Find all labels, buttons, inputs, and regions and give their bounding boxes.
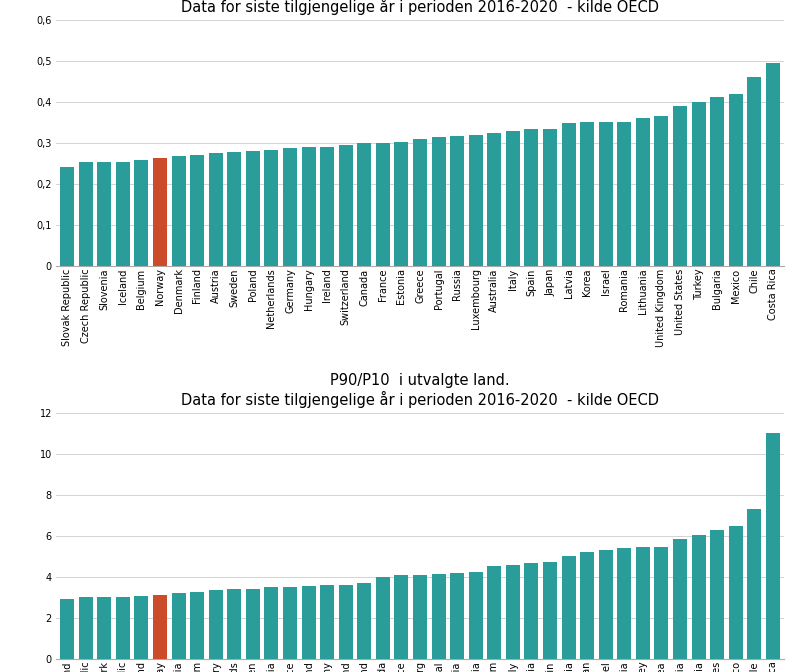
- Bar: [246, 151, 260, 265]
- Bar: [598, 122, 613, 265]
- Bar: [580, 122, 594, 265]
- Bar: [320, 585, 334, 659]
- Bar: [209, 153, 222, 265]
- Bar: [525, 563, 538, 659]
- Bar: [598, 550, 613, 659]
- Bar: [766, 63, 780, 265]
- Bar: [265, 587, 278, 659]
- Bar: [413, 575, 427, 659]
- Bar: [134, 596, 148, 659]
- Bar: [525, 130, 538, 265]
- Bar: [60, 599, 74, 659]
- Bar: [190, 155, 204, 265]
- Bar: [302, 586, 315, 659]
- Bar: [562, 556, 575, 659]
- Bar: [227, 152, 242, 265]
- Bar: [265, 151, 278, 265]
- Bar: [432, 574, 446, 659]
- Bar: [636, 118, 650, 265]
- Bar: [543, 129, 557, 265]
- Bar: [376, 577, 390, 659]
- Bar: [283, 149, 297, 265]
- Bar: [543, 562, 557, 659]
- Bar: [506, 130, 520, 265]
- Bar: [692, 535, 706, 659]
- Bar: [710, 97, 724, 265]
- Bar: [506, 565, 520, 659]
- Bar: [766, 433, 780, 659]
- Bar: [469, 572, 482, 659]
- Bar: [98, 597, 111, 659]
- Bar: [283, 587, 297, 659]
- Bar: [729, 94, 742, 265]
- Bar: [580, 552, 594, 659]
- Bar: [562, 123, 575, 265]
- Bar: [302, 147, 315, 265]
- Bar: [692, 102, 706, 265]
- Bar: [487, 132, 502, 265]
- Bar: [729, 526, 742, 659]
- Title: P90/P10  i utvalgte land.
Data for siste tilgjengelige år i perioden 2016-2020  : P90/P10 i utvalgte land. Data for siste …: [181, 373, 659, 408]
- Bar: [190, 592, 204, 659]
- Bar: [654, 547, 668, 659]
- Bar: [673, 539, 687, 659]
- Bar: [450, 136, 464, 265]
- Bar: [432, 137, 446, 265]
- Bar: [654, 116, 668, 265]
- Bar: [673, 106, 687, 265]
- Bar: [394, 142, 408, 265]
- Bar: [153, 158, 167, 265]
- Bar: [618, 122, 631, 265]
- Bar: [394, 575, 408, 659]
- Bar: [227, 589, 242, 659]
- Bar: [358, 583, 371, 659]
- Bar: [153, 595, 167, 659]
- Bar: [116, 162, 130, 265]
- Bar: [747, 77, 762, 265]
- Bar: [246, 589, 260, 659]
- Bar: [338, 585, 353, 659]
- Bar: [320, 146, 334, 265]
- Bar: [618, 548, 631, 659]
- Bar: [338, 144, 353, 265]
- Bar: [747, 509, 762, 659]
- Bar: [98, 162, 111, 265]
- Bar: [209, 590, 222, 659]
- Bar: [376, 143, 390, 265]
- Bar: [134, 160, 148, 265]
- Bar: [358, 143, 371, 265]
- Bar: [710, 530, 724, 659]
- Bar: [413, 139, 427, 265]
- Bar: [78, 597, 93, 659]
- Bar: [487, 566, 502, 659]
- Bar: [172, 593, 186, 659]
- Bar: [60, 167, 74, 265]
- Title: Gini-koeffisienten  i utvalgte land.
Data for siste tilgjengelige år i perioden : Gini-koeffisienten i utvalgte land. Data…: [181, 0, 659, 15]
- Bar: [636, 547, 650, 659]
- Bar: [469, 135, 482, 265]
- Bar: [116, 597, 130, 659]
- Bar: [172, 157, 186, 265]
- Bar: [450, 573, 464, 659]
- Bar: [78, 162, 93, 265]
